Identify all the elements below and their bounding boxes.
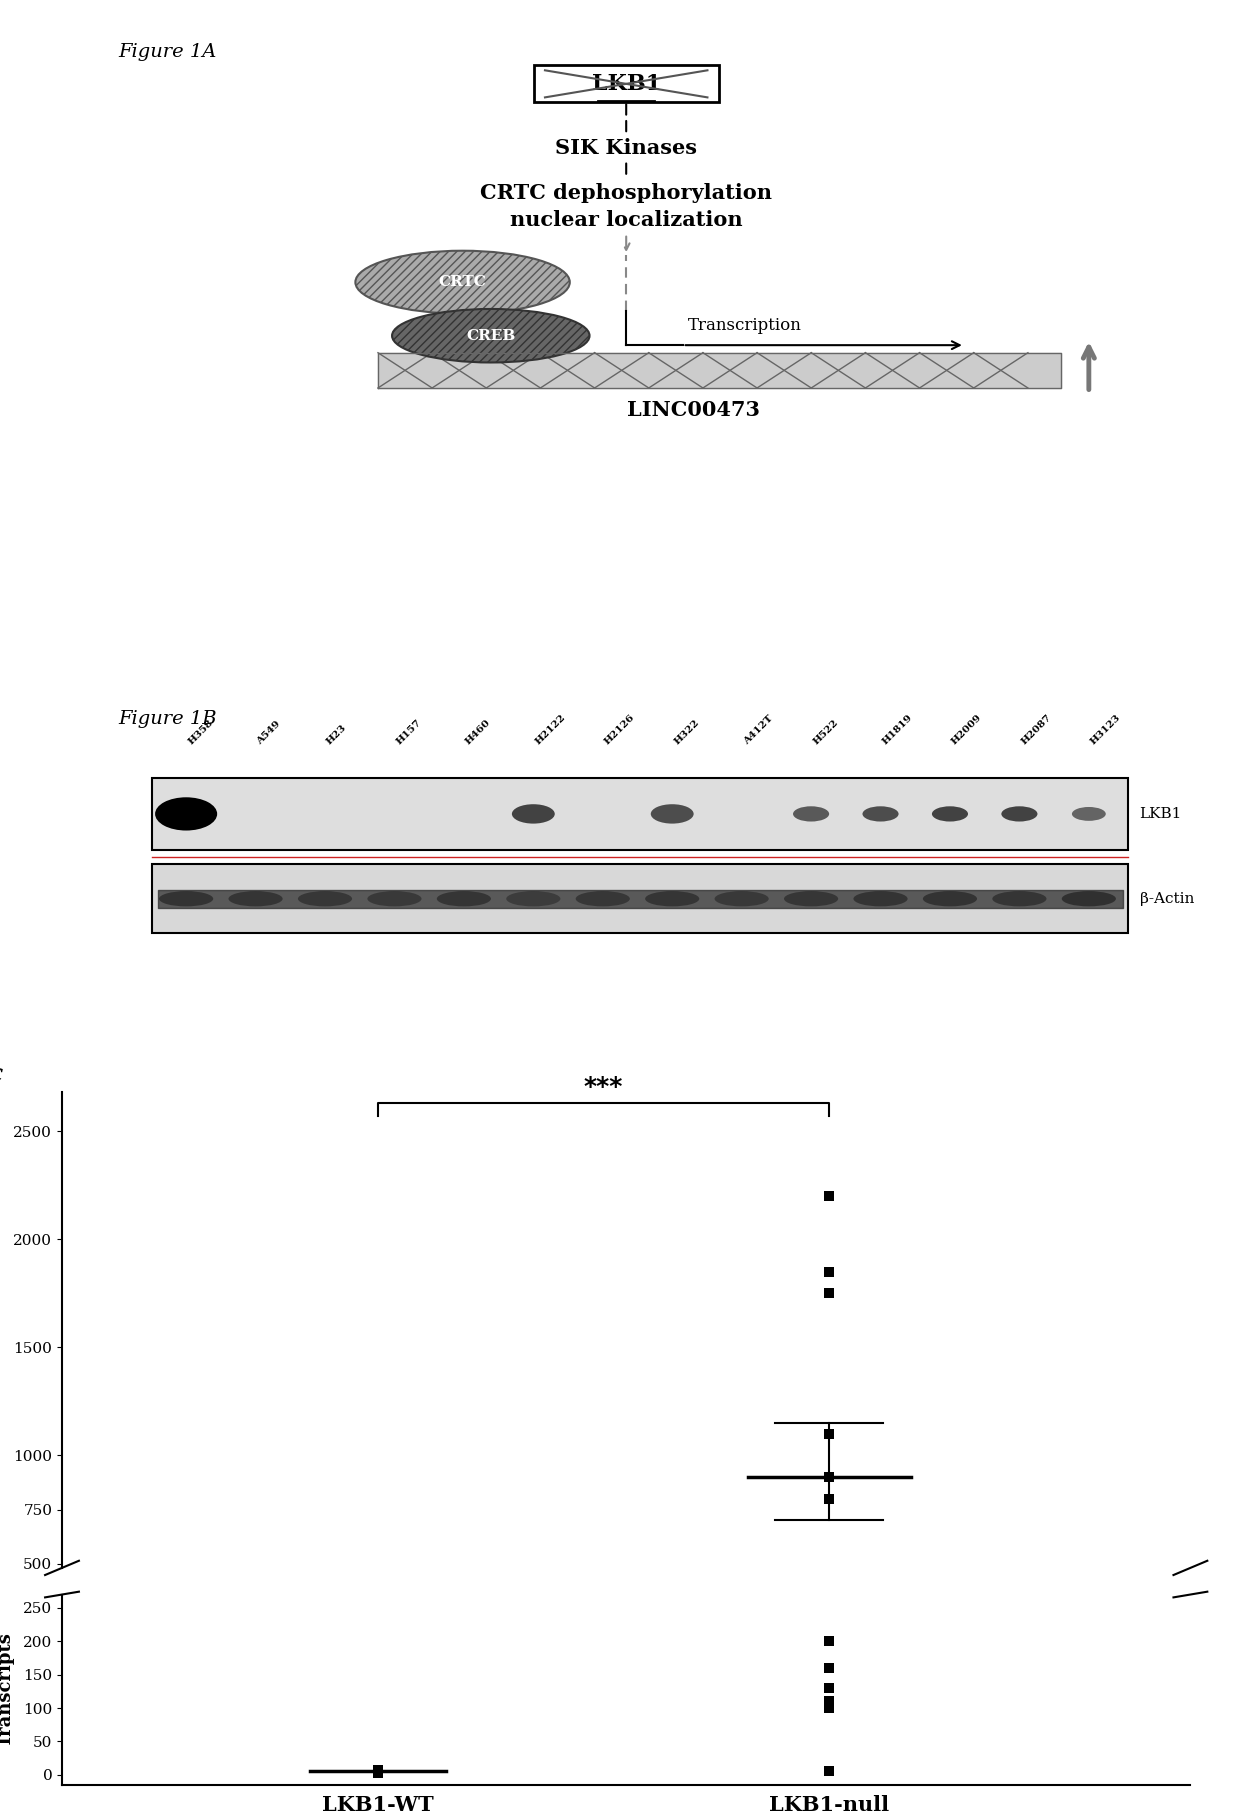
Ellipse shape: [1002, 806, 1038, 821]
Text: ***: ***: [584, 1075, 624, 1098]
Text: H2087: H2087: [1019, 712, 1053, 747]
Point: [820, 1484, 839, 1513]
Bar: [153, 777, 1128, 850]
Text: LKB1: LKB1: [1140, 806, 1182, 821]
Ellipse shape: [436, 892, 491, 906]
Point: [368, 1758, 388, 1787]
Text: H522: H522: [811, 718, 839, 747]
Text: LINC00473: LINC00473: [627, 400, 760, 420]
Ellipse shape: [714, 892, 769, 906]
Point: [368, 1758, 388, 1787]
Point: [820, 1654, 839, 1683]
Point: [820, 1674, 839, 1703]
Ellipse shape: [992, 892, 1047, 906]
Ellipse shape: [367, 892, 422, 906]
Text: A549: A549: [255, 719, 283, 747]
Ellipse shape: [159, 892, 213, 906]
Text: CREB: CREB: [466, 328, 516, 342]
Text: LKB1: LKB1: [591, 72, 661, 94]
Point: [820, 1181, 839, 1210]
Text: A412T: A412T: [742, 714, 775, 747]
Text: Figure 1C: Figure 1C: [0, 1069, 4, 1087]
Ellipse shape: [651, 805, 693, 824]
Point: [368, 1756, 388, 1785]
Ellipse shape: [645, 892, 699, 906]
Text: CRTC: CRTC: [439, 275, 486, 290]
Point: [820, 1758, 839, 1787]
Text: H2009: H2009: [950, 712, 983, 747]
Ellipse shape: [1061, 892, 1116, 906]
FancyBboxPatch shape: [533, 65, 719, 103]
Ellipse shape: [923, 892, 977, 906]
Point: [368, 1756, 388, 1785]
Ellipse shape: [155, 797, 217, 830]
Point: [368, 1758, 388, 1787]
Text: H23: H23: [325, 723, 348, 747]
Point: [368, 1758, 388, 1787]
Text: CRTC dephosphorylation
nuclear localization: CRTC dephosphorylation nuclear localizat…: [480, 183, 773, 230]
Text: H1819: H1819: [880, 712, 914, 747]
Point: [820, 1694, 839, 1723]
Point: [820, 1462, 839, 1491]
Point: [820, 1627, 839, 1656]
Ellipse shape: [506, 892, 560, 906]
Ellipse shape: [863, 806, 899, 821]
Point: [368, 1758, 388, 1787]
Text: H358: H358: [186, 718, 215, 747]
Text: H157: H157: [394, 718, 423, 747]
Ellipse shape: [512, 805, 554, 824]
Y-axis label: Relative LINC00473
Transcripts: Relative LINC00473 Transcripts: [0, 1587, 15, 1792]
Text: H322: H322: [672, 718, 701, 747]
Ellipse shape: [1071, 806, 1106, 821]
Point: [368, 1759, 388, 1788]
Point: [820, 1419, 839, 1448]
Point: [820, 1258, 839, 1287]
Text: H2126: H2126: [603, 712, 636, 747]
Ellipse shape: [784, 892, 838, 906]
Text: H3123: H3123: [1089, 712, 1122, 747]
Point: [820, 1687, 839, 1716]
Text: Figure 1A: Figure 1A: [118, 43, 217, 62]
Text: H2122: H2122: [533, 712, 567, 747]
Text: Figure 1B: Figure 1B: [118, 710, 217, 728]
Point: [368, 1758, 388, 1787]
Text: Transcription: Transcription: [688, 317, 802, 335]
Text: SIK Kinases: SIK Kinases: [556, 138, 697, 158]
Text: H460: H460: [464, 718, 492, 747]
Ellipse shape: [228, 892, 283, 906]
Text: β-Actin: β-Actin: [1140, 892, 1194, 906]
Ellipse shape: [794, 806, 830, 821]
Ellipse shape: [298, 892, 352, 906]
Ellipse shape: [575, 892, 630, 906]
Ellipse shape: [356, 250, 569, 313]
Ellipse shape: [392, 310, 589, 362]
Point: [820, 1279, 839, 1308]
Point: [368, 1758, 388, 1787]
Ellipse shape: [853, 892, 908, 906]
Bar: [153, 864, 1128, 933]
Ellipse shape: [932, 806, 968, 821]
